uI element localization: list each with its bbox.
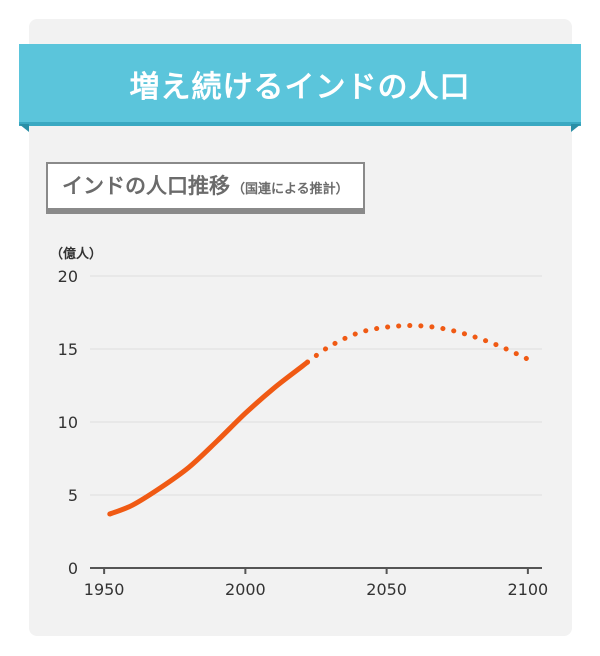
y-axis-unit-label: （億人） — [50, 247, 103, 262]
title-banner-shadow — [19, 122, 581, 126]
banner-fold-right — [571, 124, 581, 132]
y-tick-label: 5 — [68, 486, 78, 505]
y-tick-label: 20 — [58, 267, 78, 286]
series-lines — [107, 323, 531, 517]
x-tick-label: 1950 — [84, 580, 125, 599]
x-tick-label: 2050 — [366, 580, 407, 599]
x-tick-label: 2100 — [508, 580, 549, 599]
y-tick-label: 15 — [58, 340, 78, 359]
gridlines — [90, 275, 542, 496]
x-tick-label: 2000 — [225, 580, 266, 599]
chart-title-box: インドの人口推移 （国連による推計） — [46, 162, 365, 210]
actual-solid-line — [107, 359, 310, 517]
x-axis — [90, 567, 542, 574]
x-tick-labels: 1950 2000 2050 2100 — [84, 580, 548, 599]
page-title: 増え続けるインドの人口 — [129, 70, 471, 105]
projection-dotted-line — [305, 323, 531, 365]
title-banner — [19, 44, 581, 124]
banner-fold-left — [19, 124, 29, 132]
y-tick-label: 10 — [58, 413, 78, 432]
chart-subtitle: （国連による推計） — [232, 182, 349, 197]
chart-title: インドの人口推移 — [62, 174, 230, 198]
y-tick-label: 0 — [68, 559, 78, 578]
y-tick-labels: 0 5 10 15 20 — [58, 267, 78, 578]
